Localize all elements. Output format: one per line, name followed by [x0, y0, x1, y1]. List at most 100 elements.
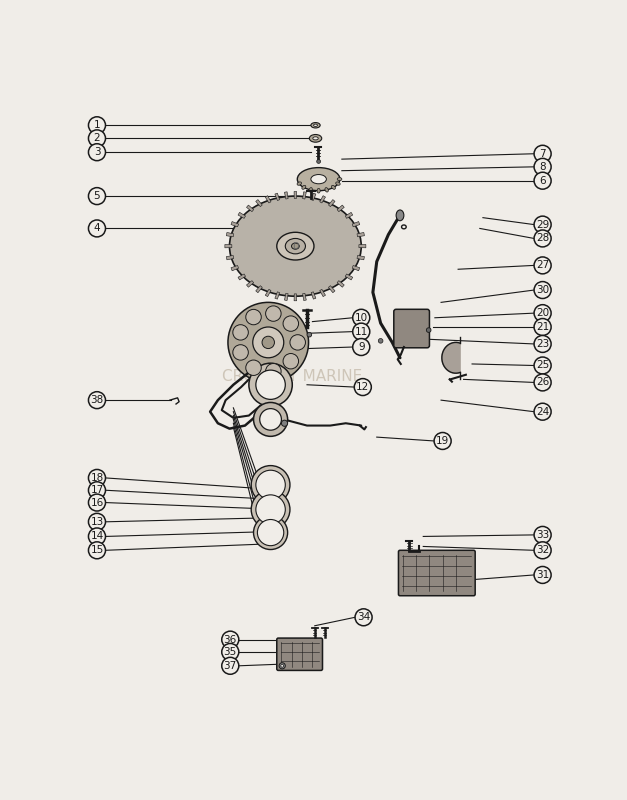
Text: 6: 6 [539, 176, 546, 186]
Circle shape [251, 466, 290, 504]
Circle shape [534, 566, 551, 583]
Ellipse shape [313, 137, 319, 140]
Circle shape [260, 409, 282, 430]
Polygon shape [265, 290, 271, 297]
Circle shape [290, 334, 305, 350]
Circle shape [88, 392, 105, 409]
Polygon shape [265, 196, 271, 203]
Ellipse shape [229, 196, 361, 296]
Text: 2: 2 [93, 134, 100, 143]
Text: 34: 34 [357, 612, 370, 622]
Polygon shape [246, 205, 254, 212]
Circle shape [256, 370, 285, 399]
Circle shape [282, 420, 288, 426]
Circle shape [534, 318, 551, 335]
Circle shape [534, 403, 551, 420]
Polygon shape [352, 222, 360, 227]
Circle shape [88, 482, 105, 498]
Ellipse shape [337, 178, 342, 181]
Text: 5: 5 [93, 191, 100, 201]
Polygon shape [311, 292, 316, 299]
Ellipse shape [335, 182, 340, 186]
Circle shape [222, 658, 239, 674]
Text: 23: 23 [536, 339, 549, 349]
Text: 10: 10 [355, 313, 368, 322]
Circle shape [534, 146, 551, 162]
Circle shape [534, 305, 551, 322]
Circle shape [281, 665, 283, 667]
Text: 1: 1 [93, 120, 100, 130]
Circle shape [246, 310, 261, 325]
Circle shape [283, 316, 298, 331]
Circle shape [307, 332, 312, 337]
Ellipse shape [396, 210, 404, 221]
Text: 28: 28 [536, 234, 549, 243]
Polygon shape [357, 255, 364, 260]
Circle shape [253, 327, 284, 358]
Text: 30: 30 [536, 285, 549, 295]
Text: 8: 8 [539, 162, 546, 172]
Circle shape [249, 363, 292, 406]
Circle shape [88, 144, 105, 161]
Circle shape [222, 643, 239, 661]
Ellipse shape [302, 186, 306, 190]
FancyBboxPatch shape [394, 310, 429, 348]
Ellipse shape [297, 182, 302, 186]
Ellipse shape [332, 186, 335, 190]
Polygon shape [303, 294, 307, 301]
Polygon shape [285, 294, 288, 301]
Circle shape [534, 230, 551, 247]
Circle shape [534, 172, 551, 189]
Text: 15: 15 [90, 546, 103, 555]
Text: 20: 20 [536, 308, 549, 318]
Polygon shape [352, 266, 360, 270]
Polygon shape [275, 292, 280, 299]
Text: 11: 11 [355, 326, 368, 337]
Ellipse shape [311, 122, 320, 128]
Polygon shape [226, 255, 234, 260]
FancyBboxPatch shape [277, 638, 322, 670]
Circle shape [256, 470, 285, 499]
Text: 24: 24 [536, 406, 549, 417]
Circle shape [534, 158, 551, 175]
Circle shape [88, 542, 105, 558]
Text: 18: 18 [90, 473, 103, 483]
Text: 14: 14 [90, 531, 103, 542]
Ellipse shape [325, 188, 329, 192]
Text: 4: 4 [93, 223, 100, 234]
Ellipse shape [314, 124, 317, 126]
Text: 32: 32 [536, 546, 549, 555]
Polygon shape [238, 274, 246, 280]
Polygon shape [442, 342, 460, 373]
Circle shape [534, 257, 551, 274]
Circle shape [222, 631, 239, 648]
Circle shape [88, 494, 105, 511]
Polygon shape [285, 192, 288, 199]
Circle shape [534, 374, 551, 391]
Circle shape [534, 335, 551, 353]
Circle shape [534, 526, 551, 543]
Polygon shape [226, 233, 234, 237]
Circle shape [534, 542, 551, 558]
Ellipse shape [311, 174, 327, 184]
Text: 9: 9 [358, 342, 364, 352]
Ellipse shape [285, 238, 305, 254]
Text: CROWLEY MARINE: CROWLEY MARINE [222, 369, 362, 384]
Polygon shape [231, 266, 239, 270]
Ellipse shape [317, 189, 320, 193]
Polygon shape [329, 286, 335, 293]
Circle shape [88, 528, 105, 545]
Circle shape [262, 336, 275, 349]
Polygon shape [256, 286, 262, 293]
Polygon shape [329, 199, 335, 206]
Text: 19: 19 [436, 436, 450, 446]
Circle shape [88, 188, 105, 205]
Circle shape [88, 220, 105, 237]
Circle shape [253, 516, 288, 550]
Text: 21: 21 [536, 322, 549, 332]
Circle shape [426, 328, 431, 332]
Circle shape [353, 310, 370, 326]
Circle shape [283, 354, 298, 369]
Text: 26: 26 [536, 378, 549, 387]
Circle shape [434, 433, 451, 450]
